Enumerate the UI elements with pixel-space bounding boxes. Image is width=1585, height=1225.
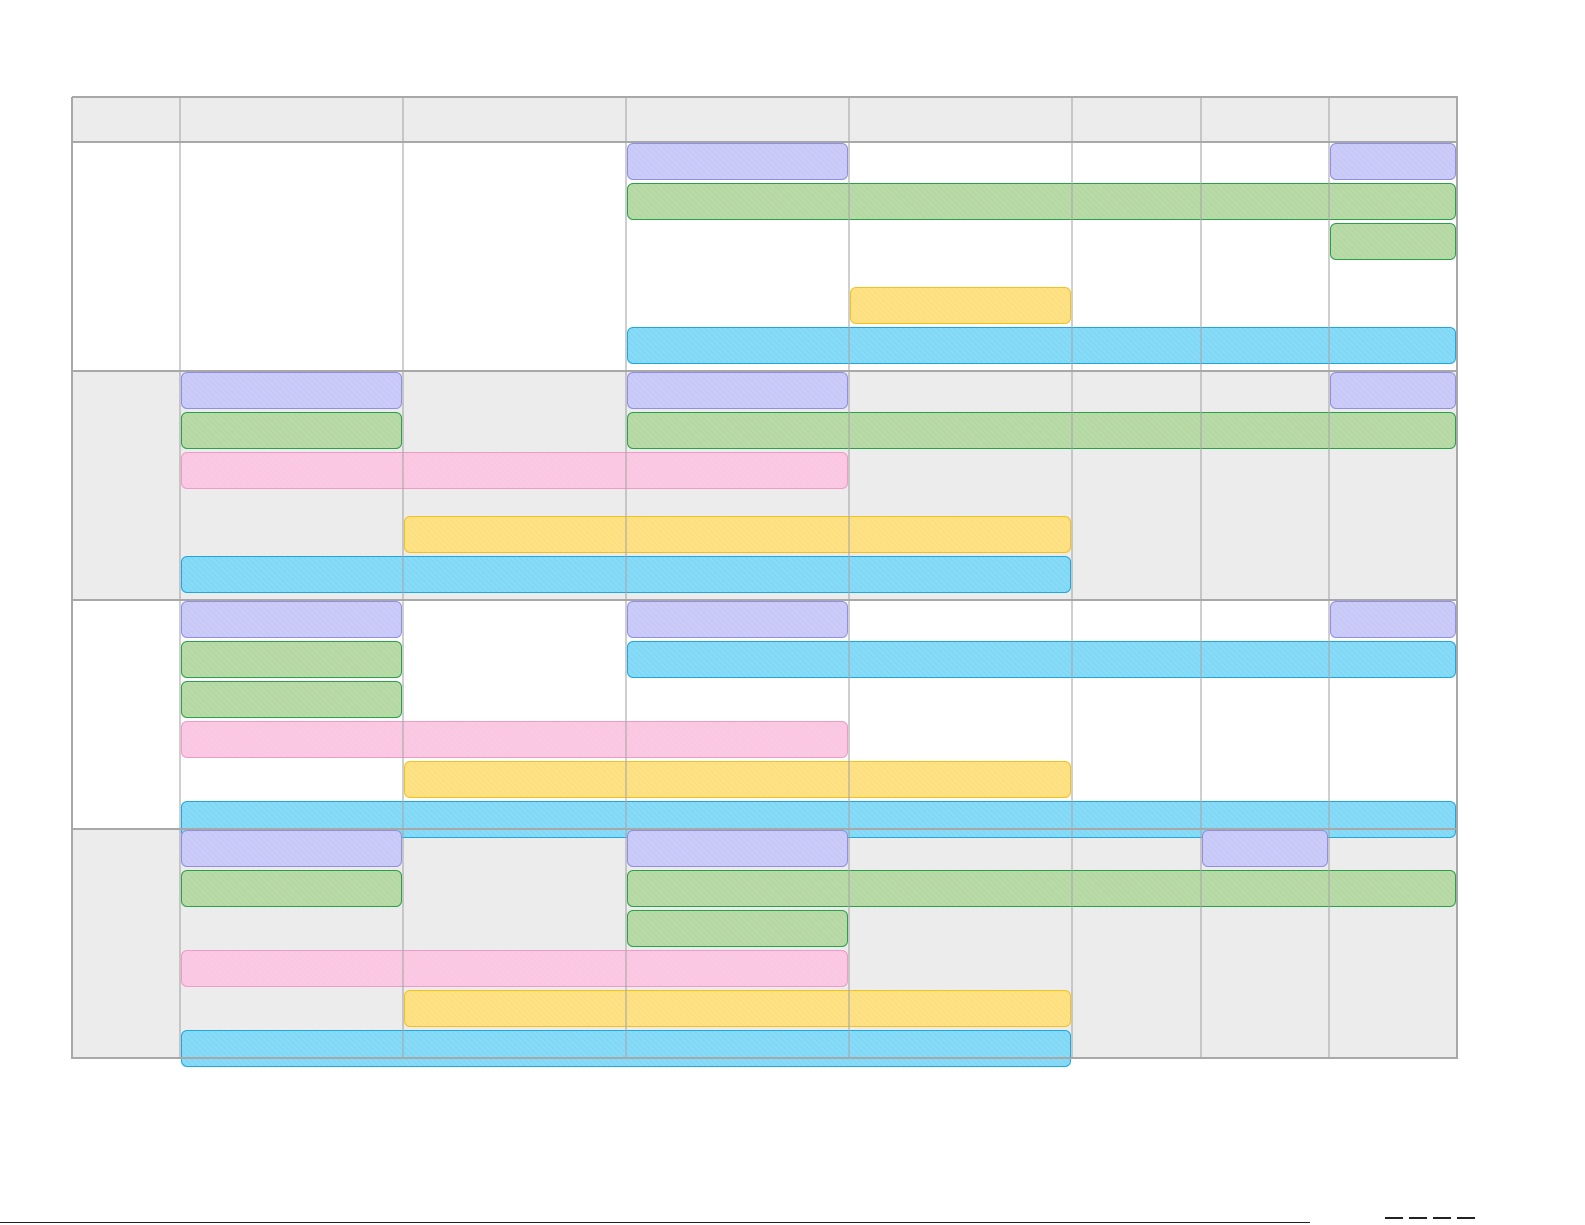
footer-mark <box>1385 1217 1403 1223</box>
grid-line-vertical <box>402 97 404 1059</box>
grid-line-horizontal <box>72 141 1458 143</box>
row-label <box>72 600 180 620</box>
grid-line-horizontal <box>72 828 1458 830</box>
grid-line-horizontal <box>72 96 1458 98</box>
purple-bar[interactable] <box>627 601 848 638</box>
green-bar[interactable] <box>627 870 1456 907</box>
pink-bar[interactable] <box>181 721 848 758</box>
grid-line-vertical <box>848 97 850 1059</box>
purple-bar[interactable] <box>627 372 848 409</box>
yellow-bar[interactable] <box>850 287 1071 324</box>
header-band <box>72 97 1457 142</box>
green-bar[interactable] <box>1330 223 1456 260</box>
footer-rule <box>0 1222 1310 1223</box>
purple-bar[interactable] <box>181 372 402 409</box>
grid-line-vertical <box>1456 97 1458 1059</box>
row-label <box>72 142 180 162</box>
purple-bar[interactable] <box>1330 601 1456 638</box>
blue-bar[interactable] <box>627 327 1456 364</box>
green-bar[interactable] <box>181 681 402 718</box>
column-header <box>849 97 1072 142</box>
row-label <box>72 371 180 391</box>
yellow-bar[interactable] <box>404 990 1071 1027</box>
column-header <box>626 97 849 142</box>
blue-bar[interactable] <box>627 641 1456 678</box>
grid-line-vertical <box>1328 97 1330 1059</box>
column-header <box>72 97 180 142</box>
green-bar[interactable] <box>181 641 402 678</box>
purple-bar[interactable] <box>1330 372 1456 409</box>
column-header <box>403 97 626 142</box>
column-header <box>1072 97 1201 142</box>
column-header <box>180 97 403 142</box>
footer-marks <box>1385 1217 1475 1225</box>
grid-line-horizontal <box>72 370 1458 372</box>
grid-line-vertical <box>1200 97 1202 1059</box>
grid-line-vertical <box>71 97 73 1059</box>
purple-bar[interactable] <box>627 830 848 867</box>
footer-mark <box>1409 1217 1427 1223</box>
column-header <box>1329 97 1457 142</box>
yellow-bar[interactable] <box>404 761 1071 798</box>
footer-mark <box>1457 1217 1475 1223</box>
column-header <box>1201 97 1329 142</box>
grid-line-vertical <box>625 97 627 1059</box>
grid-line-horizontal <box>72 1057 1458 1059</box>
yellow-bar[interactable] <box>404 516 1071 553</box>
purple-bar[interactable] <box>181 830 402 867</box>
grid-line-vertical <box>1071 97 1073 1059</box>
row-label <box>72 829 180 849</box>
purple-bar[interactable] <box>627 143 848 180</box>
green-bar[interactable] <box>181 412 402 449</box>
green-bar[interactable] <box>627 183 1456 220</box>
green-bar[interactable] <box>627 910 848 947</box>
grid-line-vertical <box>179 97 181 1059</box>
footer-mark <box>1433 1217 1451 1223</box>
purple-bar[interactable] <box>1330 143 1456 180</box>
green-bar[interactable] <box>627 412 1456 449</box>
pink-bar[interactable] <box>181 452 848 489</box>
purple-bar[interactable] <box>181 601 402 638</box>
purple-bar[interactable] <box>1202 830 1328 867</box>
pink-bar[interactable] <box>181 950 848 987</box>
green-bar[interactable] <box>181 870 402 907</box>
grid-line-horizontal <box>72 599 1458 601</box>
